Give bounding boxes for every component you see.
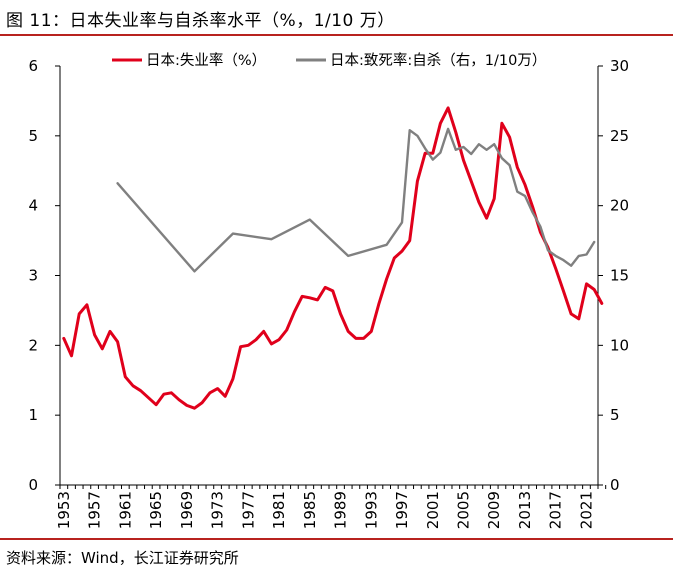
unemployment-line (62, 106, 604, 410)
right-y-tick-label: 15 (610, 267, 629, 285)
x-tick-label: 1985 (301, 491, 319, 529)
left-y-tick-label: 2 (28, 336, 38, 354)
left-y-tick-label: 3 (28, 267, 38, 285)
x-tick-label: 1969 (178, 491, 196, 529)
legend-label: 日本:致死率:自杀（右，1/10万） (330, 52, 546, 69)
x-tick-label: 1953 (55, 491, 73, 529)
x-tick-label: 1965 (147, 491, 165, 529)
x-tick-label: 1961 (116, 491, 134, 529)
x-tick-label: 2017 (547, 491, 565, 529)
legend-label: 日本:失业率（%） (146, 52, 266, 69)
left-y-tick-label: 0 (28, 476, 38, 494)
right-y-tick-label: 10 (610, 336, 629, 354)
axes: 0 1 2 3 4 5 6 0 5 10 15 20 25 30 1953 1957 1961 1965 1969 1… (28, 57, 629, 529)
left-y-tick-label: 6 (28, 57, 38, 75)
suicide-rate-line (116, 127, 596, 273)
source-divider (0, 538, 673, 540)
left-y-tick-label: 5 (28, 127, 38, 145)
chart-source: 资料来源：Wind，长江证券研究所 (6, 549, 239, 567)
right-y-tick-label: 30 (610, 57, 629, 75)
right-y-tick-label: 0 (610, 476, 620, 494)
x-tick-label: 1981 (270, 491, 288, 529)
x-tick-label: 1973 (209, 491, 227, 529)
legend: 日本:失业率（%） 日本:致死率:自杀（右，1/10万） (112, 52, 546, 69)
x-tick-label: 2001 (424, 491, 442, 529)
x-tick-label: 1957 (86, 491, 104, 529)
x-tick-label: 2013 (516, 491, 534, 529)
x-tick-label: 2021 (577, 491, 595, 529)
x-tick-label: 2005 (455, 491, 473, 529)
x-tick-label: 1997 (393, 491, 411, 529)
x-tick-label: 1977 (239, 491, 257, 529)
left-y-tick-label: 1 (28, 406, 38, 424)
right-y-tick-label: 20 (610, 197, 629, 215)
x-tick-label: 2009 (485, 491, 503, 529)
x-tick-label: 1993 (362, 491, 380, 529)
right-y-tick-label: 5 (610, 406, 620, 424)
title-divider (0, 34, 673, 36)
right-y-tick-label: 25 (610, 127, 629, 145)
chart-title: 图 11：日本失业率与自杀率水平（%，1/10 万） (6, 11, 395, 31)
series-layer (62, 106, 604, 410)
x-tick-label: 1989 (332, 491, 350, 529)
left-y-tick-label: 4 (28, 197, 38, 215)
